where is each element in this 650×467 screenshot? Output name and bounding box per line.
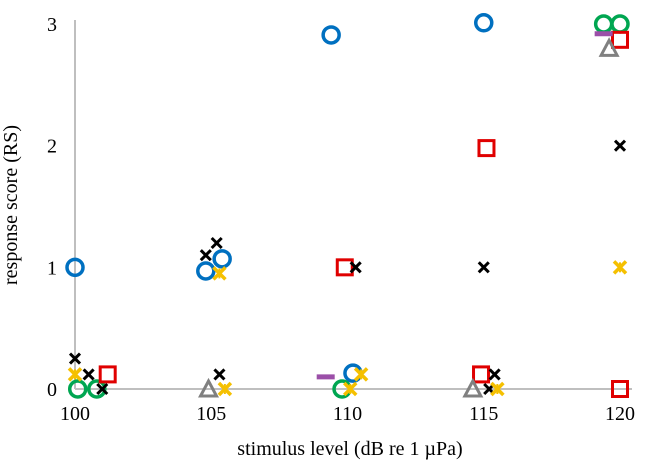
asterisk-marker — [490, 381, 505, 397]
x-tick-label: 100 — [60, 403, 90, 425]
x-marker — [199, 249, 212, 262]
circle-marker — [67, 379, 88, 399]
x-tick-label: 110 — [333, 403, 362, 425]
x-marker — [477, 261, 490, 274]
triangle-marker — [598, 37, 620, 57]
square-marker — [477, 139, 496, 158]
x-axis-title: stimulus level (dB re 1 µPa) — [237, 438, 462, 460]
x-marker — [488, 368, 501, 381]
circle-marker — [212, 249, 232, 269]
asterisk-marker — [612, 260, 628, 275]
circle-marker — [593, 14, 614, 34]
y-axis-title: response score (RS) — [0, 125, 22, 285]
y-tick-label: 1 — [47, 257, 57, 279]
circle-marker — [474, 13, 494, 33]
x-marker — [613, 139, 627, 152]
circle-marker — [610, 14, 630, 34]
triangle-marker — [198, 377, 220, 398]
square-marker — [335, 258, 354, 277]
asterisk-marker — [217, 381, 233, 397]
circle-marker — [65, 257, 85, 278]
x-tick-label: 120 — [605, 403, 635, 425]
y-tick-label: 2 — [47, 136, 57, 158]
x-tick-labels: 100 105 110 115 120 — [60, 403, 635, 425]
circle-marker — [87, 379, 107, 399]
x-marker — [96, 382, 109, 396]
triangle-marker — [462, 377, 484, 398]
data-markers — [65, 13, 630, 399]
square-marker — [611, 380, 629, 398]
x-marker — [68, 352, 82, 365]
asterisk-marker — [353, 367, 369, 382]
x-marker — [349, 261, 362, 274]
asterisk-marker — [342, 381, 358, 397]
asterisk-marker — [212, 266, 227, 281]
square-marker — [98, 365, 117, 384]
x-marker — [210, 236, 223, 250]
y-tick-label: 3 — [47, 14, 57, 36]
y-tick-labels: 0 1 2 3 — [47, 14, 57, 401]
circle-marker — [321, 25, 341, 45]
asterisk-marker — [67, 367, 83, 382]
x-tick-label: 105 — [196, 403, 226, 425]
x-marker — [213, 368, 226, 381]
x-tick-label: 115 — [469, 403, 498, 425]
x-marker — [82, 368, 95, 381]
y-tick-label: 0 — [47, 379, 57, 401]
square-marker — [472, 365, 491, 384]
square-marker — [611, 30, 629, 49]
circle-marker — [196, 261, 216, 281]
